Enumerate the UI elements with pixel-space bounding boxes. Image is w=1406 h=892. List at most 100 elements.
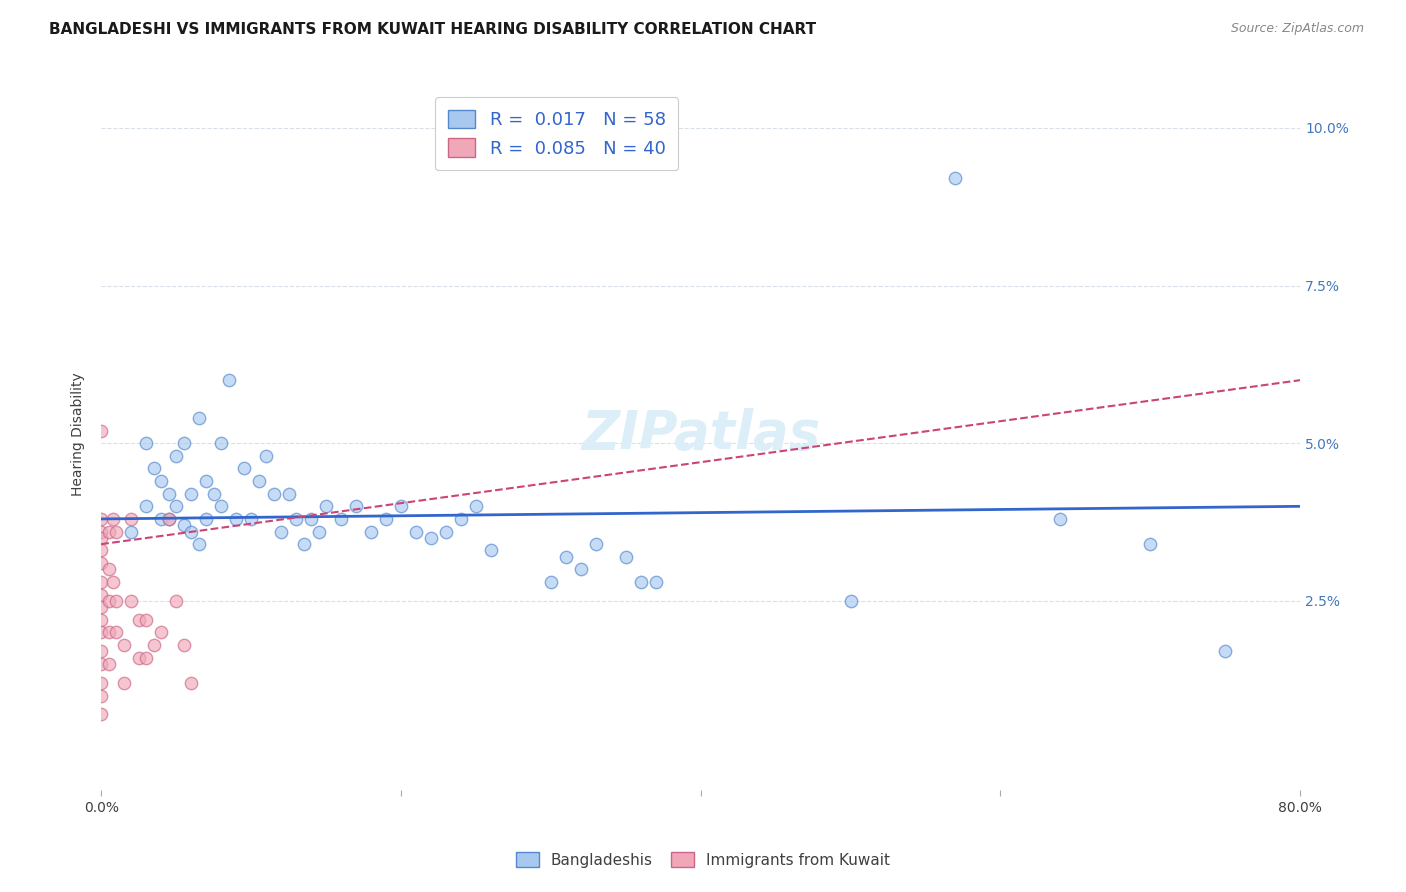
Point <box>142 638 165 652</box>
Point <box>112 638 135 652</box>
Point <box>120 524 142 539</box>
Point <box>247 474 270 488</box>
Text: Source: ZipAtlas.com: Source: ZipAtlas.com <box>1230 22 1364 36</box>
Point <box>308 524 330 539</box>
Point <box>464 500 486 514</box>
Point <box>90 556 112 570</box>
Point <box>97 625 120 640</box>
Point <box>195 474 218 488</box>
Point <box>90 524 112 539</box>
Point <box>90 600 112 615</box>
Point <box>218 373 240 387</box>
Point <box>240 512 263 526</box>
Point <box>90 657 112 671</box>
Point <box>644 574 666 589</box>
Y-axis label: Hearing Disability: Hearing Disability <box>72 372 86 496</box>
Point <box>202 486 225 500</box>
Point <box>105 625 128 640</box>
Point <box>150 625 173 640</box>
Point <box>173 436 195 450</box>
Point <box>419 531 441 545</box>
Point <box>554 549 576 564</box>
Point <box>128 613 150 627</box>
Point <box>157 512 180 526</box>
Point <box>292 537 315 551</box>
Point <box>945 171 967 186</box>
Point <box>120 594 142 608</box>
Point <box>187 411 209 425</box>
Point <box>90 512 112 526</box>
Point <box>330 512 353 526</box>
Point <box>165 500 187 514</box>
Point <box>1049 512 1071 526</box>
Point <box>405 524 427 539</box>
Point <box>135 650 157 665</box>
Point <box>344 500 367 514</box>
Point <box>173 518 195 533</box>
Point <box>315 500 337 514</box>
Point <box>614 549 637 564</box>
Point <box>105 594 128 608</box>
Point <box>569 562 592 576</box>
Point <box>103 512 125 526</box>
Text: BANGLADESHI VS IMMIGRANTS FROM KUWAIT HEARING DISABILITY CORRELATION CHART: BANGLADESHI VS IMMIGRANTS FROM KUWAIT HE… <box>49 22 817 37</box>
Point <box>90 707 112 722</box>
Point <box>128 650 150 665</box>
Point <box>225 512 247 526</box>
Point <box>389 500 412 514</box>
Point <box>157 486 180 500</box>
Point <box>479 543 502 558</box>
Point <box>97 524 120 539</box>
Point <box>209 436 232 450</box>
Point <box>270 524 292 539</box>
Point <box>90 531 112 545</box>
Point <box>173 638 195 652</box>
Legend: Bangladeshis, Immigrants from Kuwait: Bangladeshis, Immigrants from Kuwait <box>509 846 897 873</box>
Point <box>105 524 128 539</box>
Point <box>90 689 112 703</box>
Point <box>209 500 232 514</box>
Point <box>165 594 187 608</box>
Point <box>90 613 112 627</box>
Point <box>450 512 472 526</box>
Point <box>434 524 457 539</box>
Point <box>90 644 112 658</box>
Point <box>195 512 218 526</box>
Point <box>97 657 120 671</box>
Text: ZIPatlas: ZIPatlas <box>581 408 820 459</box>
Point <box>90 588 112 602</box>
Point <box>360 524 382 539</box>
Point <box>232 461 254 475</box>
Point <box>374 512 396 526</box>
Point <box>135 613 157 627</box>
Point <box>150 474 173 488</box>
Point <box>103 574 125 589</box>
Point <box>97 562 120 576</box>
Point <box>585 537 607 551</box>
Point <box>90 424 112 438</box>
Point <box>254 449 277 463</box>
Point <box>180 524 202 539</box>
Point <box>263 486 285 500</box>
Point <box>90 676 112 690</box>
Point <box>142 461 165 475</box>
Point <box>135 500 157 514</box>
Point <box>120 512 142 526</box>
Point <box>285 512 308 526</box>
Point <box>180 676 202 690</box>
Point <box>1213 644 1236 658</box>
Legend: R =  0.017   N = 58, R =  0.085   N = 40: R = 0.017 N = 58, R = 0.085 N = 40 <box>436 97 678 170</box>
Point <box>1139 537 1161 551</box>
Point <box>135 436 157 450</box>
Point <box>180 486 202 500</box>
Point <box>150 512 173 526</box>
Point <box>540 574 562 589</box>
Point <box>299 512 322 526</box>
Point <box>112 676 135 690</box>
Point <box>90 625 112 640</box>
Point <box>97 594 120 608</box>
Point <box>90 574 112 589</box>
Point <box>165 449 187 463</box>
Point <box>839 594 862 608</box>
Point <box>277 486 299 500</box>
